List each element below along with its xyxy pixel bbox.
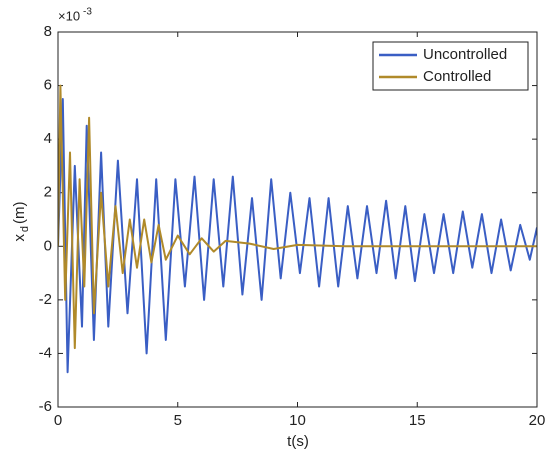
- y-tick-label: -4: [39, 344, 52, 361]
- data-line: [58, 98, 537, 374]
- x-tick-label: 10: [289, 412, 306, 429]
- data-line: [58, 84, 537, 350]
- plot-area: [58, 32, 537, 407]
- y-tick-label: -6: [39, 398, 52, 415]
- legend-box: [372, 41, 529, 91]
- y-label-sub: d: [19, 226, 31, 232]
- y-tick-label: 2: [44, 184, 52, 201]
- y-exponent-base: ×10: [58, 8, 80, 23]
- x-tick-label: 20: [529, 412, 546, 429]
- x-axis-label: t(s): [287, 433, 309, 450]
- legend-label: Controlled: [423, 68, 491, 85]
- x-tick-label: 15: [409, 412, 426, 429]
- axes-box: [57, 31, 538, 408]
- y-tick-label: 0: [44, 237, 52, 254]
- y-exponent: -3: [83, 7, 92, 18]
- y-label-main: x: [11, 234, 28, 242]
- x-tick-label: 5: [174, 412, 182, 429]
- legend-label: Uncontrolled: [423, 46, 507, 63]
- y-tick-label: 4: [44, 130, 52, 147]
- x-tick-label: 0: [54, 412, 62, 429]
- y-tick-label: 6: [44, 77, 52, 94]
- y-axis-label: x d (m): [11, 202, 31, 242]
- y-tick-label: 8: [44, 23, 52, 40]
- y-label-unit: (m): [11, 202, 28, 225]
- y-tick-label: -2: [39, 291, 52, 308]
